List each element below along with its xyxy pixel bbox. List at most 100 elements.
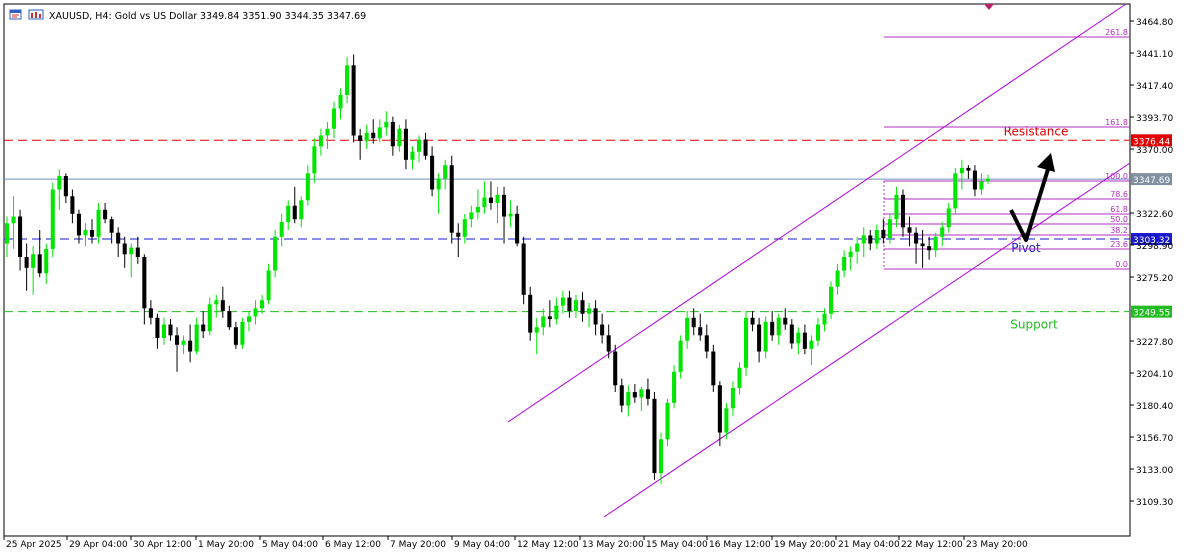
candle[interactable]	[508, 200, 513, 228]
candle[interactable]	[979, 173, 984, 195]
candle[interactable]	[920, 230, 925, 268]
candle[interactable]	[109, 216, 114, 244]
candle[interactable]	[246, 311, 252, 332]
candle[interactable]	[175, 327, 180, 372]
candle[interactable]	[698, 313, 703, 341]
candle[interactable]	[822, 308, 827, 332]
candle[interactable]	[384, 111, 389, 136]
candle[interactable]	[763, 316, 768, 359]
candle[interactable]	[541, 308, 546, 336]
candle[interactable]	[724, 402, 729, 440]
candle[interactable]	[266, 263, 271, 305]
candle[interactable]	[966, 165, 971, 179]
candle[interactable]	[37, 230, 42, 278]
candle[interactable]	[220, 286, 225, 318]
candle[interactable]	[488, 181, 493, 210]
candle[interactable]	[63, 173, 68, 204]
candle[interactable]	[214, 294, 219, 318]
candle[interactable]	[286, 200, 291, 231]
candle[interactable]	[776, 313, 781, 345]
candle[interactable]	[430, 146, 435, 197]
candle[interactable]	[89, 219, 95, 244]
candle[interactable]	[691, 308, 696, 336]
candle[interactable]	[390, 116, 395, 156]
candle[interactable]	[959, 159, 964, 190]
candle[interactable]	[678, 335, 683, 379]
candle[interactable]	[547, 300, 552, 328]
candle[interactable]	[70, 189, 75, 224]
candle[interactable]	[207, 297, 212, 336]
candle[interactable]	[416, 135, 422, 163]
candle[interactable]	[443, 159, 448, 190]
candle[interactable]	[279, 213, 284, 247]
candle[interactable]	[940, 221, 945, 247]
candle[interactable]	[18, 209, 23, 271]
candle[interactable]	[711, 344, 716, 393]
candle[interactable]	[704, 324, 709, 359]
candle[interactable]	[894, 186, 899, 228]
candle[interactable]	[24, 243, 29, 291]
candle[interactable]	[829, 281, 834, 320]
candle[interactable]	[273, 230, 278, 278]
channel-upper-line[interactable]	[507, 3, 1127, 423]
candle[interactable]	[181, 335, 186, 355]
candle[interactable]	[397, 124, 402, 152]
candle[interactable]	[907, 216, 912, 247]
candle[interactable]	[554, 297, 559, 325]
candle[interactable]	[626, 385, 631, 417]
candle[interactable]	[462, 213, 467, 244]
candle[interactable]	[410, 146, 415, 170]
candle[interactable]	[403, 119, 408, 170]
candle[interactable]	[495, 186, 500, 224]
candle[interactable]	[619, 378, 624, 413]
candle[interactable]	[874, 224, 879, 249]
candle[interactable]	[521, 236, 526, 305]
candle[interactable]	[900, 189, 906, 237]
candle[interactable]	[469, 205, 474, 228]
candle[interactable]	[743, 311, 749, 376]
candle[interactable]	[502, 186, 507, 244]
candle[interactable]	[835, 263, 840, 295]
candle[interactable]	[868, 230, 873, 251]
candle[interactable]	[730, 381, 735, 417]
candle[interactable]	[528, 286, 533, 341]
candle[interactable]	[482, 181, 487, 214]
candle[interactable]	[587, 302, 592, 328]
candle[interactable]	[351, 54, 356, 143]
candle[interactable]	[103, 203, 108, 224]
candle[interactable]	[848, 246, 853, 271]
candle[interactable]	[802, 324, 807, 355]
candle[interactable]	[789, 319, 794, 349]
candle[interactable]	[881, 219, 886, 244]
candle[interactable]	[253, 300, 258, 325]
candle[interactable]	[815, 317, 820, 347]
candle[interactable]	[639, 386, 644, 411]
candle[interactable]	[201, 311, 206, 339]
projection-arrow[interactable]	[1009, 153, 1055, 242]
chart-window-icon[interactable]	[9, 9, 22, 20]
candle[interactable]	[933, 232, 938, 258]
candle[interactable]	[436, 173, 441, 214]
candle[interactable]	[4, 216, 10, 258]
candle[interactable]	[606, 324, 611, 359]
candle[interactable]	[227, 305, 232, 330]
candle[interactable]	[292, 186, 297, 224]
candle[interactable]	[515, 205, 520, 247]
candle[interactable]	[855, 236, 860, 264]
candle[interactable]	[44, 243, 49, 285]
candle[interactable]	[887, 213, 892, 244]
candle[interactable]	[842, 250, 847, 278]
candle[interactable]	[188, 324, 193, 363]
candle[interactable]	[613, 344, 618, 393]
candle[interactable]	[155, 313, 160, 349]
candle[interactable]	[31, 246, 36, 295]
candle[interactable]	[796, 327, 801, 355]
candle[interactable]	[96, 203, 101, 244]
candle[interactable]	[57, 169, 62, 210]
candle[interactable]	[652, 392, 657, 480]
candle[interactable]	[377, 119, 382, 143]
candle[interactable]	[423, 132, 428, 160]
candle[interactable]	[534, 317, 539, 355]
candle[interactable]	[371, 119, 376, 144]
